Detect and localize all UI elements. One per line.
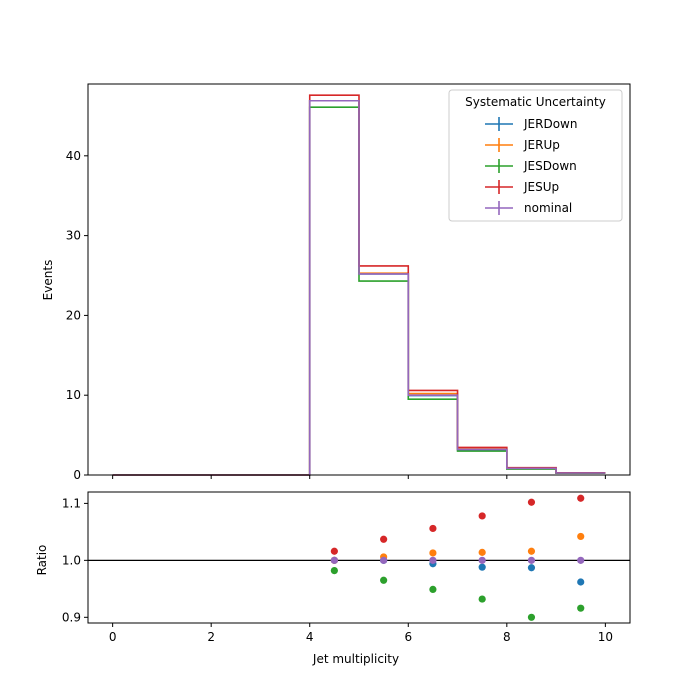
legend-label: JERDown xyxy=(523,117,577,131)
top-y-tick-label: 30 xyxy=(66,229,81,243)
ratio-point-JESUp xyxy=(380,535,388,543)
ratio-point-JESDown xyxy=(577,604,585,612)
x-axis-label: Jet multiplicity xyxy=(312,652,399,666)
ratio-point-JESDown xyxy=(330,567,338,575)
legend-box xyxy=(448,89,623,222)
legend: Systematic Uncertainty JERDown JERUp JESDo… xyxy=(448,89,623,222)
ratio-point-JERUp xyxy=(577,532,585,541)
ratio-point-nominal xyxy=(478,556,486,564)
top-axes-frame xyxy=(87,83,631,476)
ratio-point-JERUp xyxy=(527,547,536,555)
top-y-tick-label: 40 xyxy=(66,149,81,163)
ratio-point-nominal xyxy=(380,556,388,564)
ratio-point-nominal xyxy=(577,556,585,564)
legend-label: JERUp xyxy=(523,138,560,152)
legend-label: nominal xyxy=(524,201,572,215)
ratio-point-JESUp xyxy=(527,498,536,506)
x-tick-label: 0 xyxy=(109,630,117,644)
top-y-axis-label: Events xyxy=(41,260,55,301)
ratio-point-JESDown xyxy=(478,595,486,603)
ratio-point-JERUp xyxy=(478,548,486,556)
x-tick-label: 10 xyxy=(598,630,613,644)
ratio-point-JERUp xyxy=(429,549,437,557)
top-y-tick-label: 10 xyxy=(66,388,81,402)
ratio-y-axis-label: Ratio xyxy=(35,545,49,576)
legend-entry-JESDown: JESDown xyxy=(485,159,577,173)
ratio-panel: 0.9 1.0 1.1 0 2 4 6 8 10 Ratio Jet multiplicity xyxy=(35,491,631,666)
ratio-point-nominal xyxy=(527,556,536,564)
top-y-tick-label: 0 xyxy=(73,468,81,482)
x-tick-label: 8 xyxy=(503,630,511,644)
ratio-point-JERDown xyxy=(527,564,536,572)
ratio-point-nominal xyxy=(429,556,437,564)
legend-title: Systematic Uncertainty xyxy=(465,95,606,109)
legend-entry-JERUp: JERUp xyxy=(485,138,560,152)
legend-label: JESDown xyxy=(523,159,577,173)
legend-entry-JESUp: JESUp xyxy=(485,180,559,194)
ratio-y-tick-label: 1.1 xyxy=(62,496,81,510)
ratio-y-tick-label: 1.0 xyxy=(62,553,81,567)
top-y-tick-label: 20 xyxy=(66,308,81,322)
ratio-point-JESDown xyxy=(380,576,388,584)
ratio-point-JESUp xyxy=(429,524,437,533)
ratio-point-nominal xyxy=(330,556,338,564)
ratio-point-JESDown xyxy=(429,585,437,593)
legend-entry-JERDown: JERDown xyxy=(485,117,577,131)
legend-entry-nominal: nominal xyxy=(485,201,572,215)
ratio-point-JESUp xyxy=(577,494,585,502)
top-panel: 0 10 20 30 40 Events xyxy=(41,83,631,482)
ratio-point-JESUp xyxy=(478,512,486,520)
x-tick-label: 4 xyxy=(306,630,314,644)
ratio-point-JERDown xyxy=(478,563,486,571)
x-tick-label: 2 xyxy=(207,630,215,644)
ratio-point-JERDown xyxy=(577,578,585,586)
x-tick-label: 6 xyxy=(404,630,412,644)
ratio-axes-frame xyxy=(87,491,631,624)
ratio-point-JESDown xyxy=(527,613,536,621)
ratio-point-JESUp xyxy=(330,547,338,555)
ratio-y-tick-label: 0.9 xyxy=(62,610,81,624)
legend-label: JESUp xyxy=(523,180,559,194)
